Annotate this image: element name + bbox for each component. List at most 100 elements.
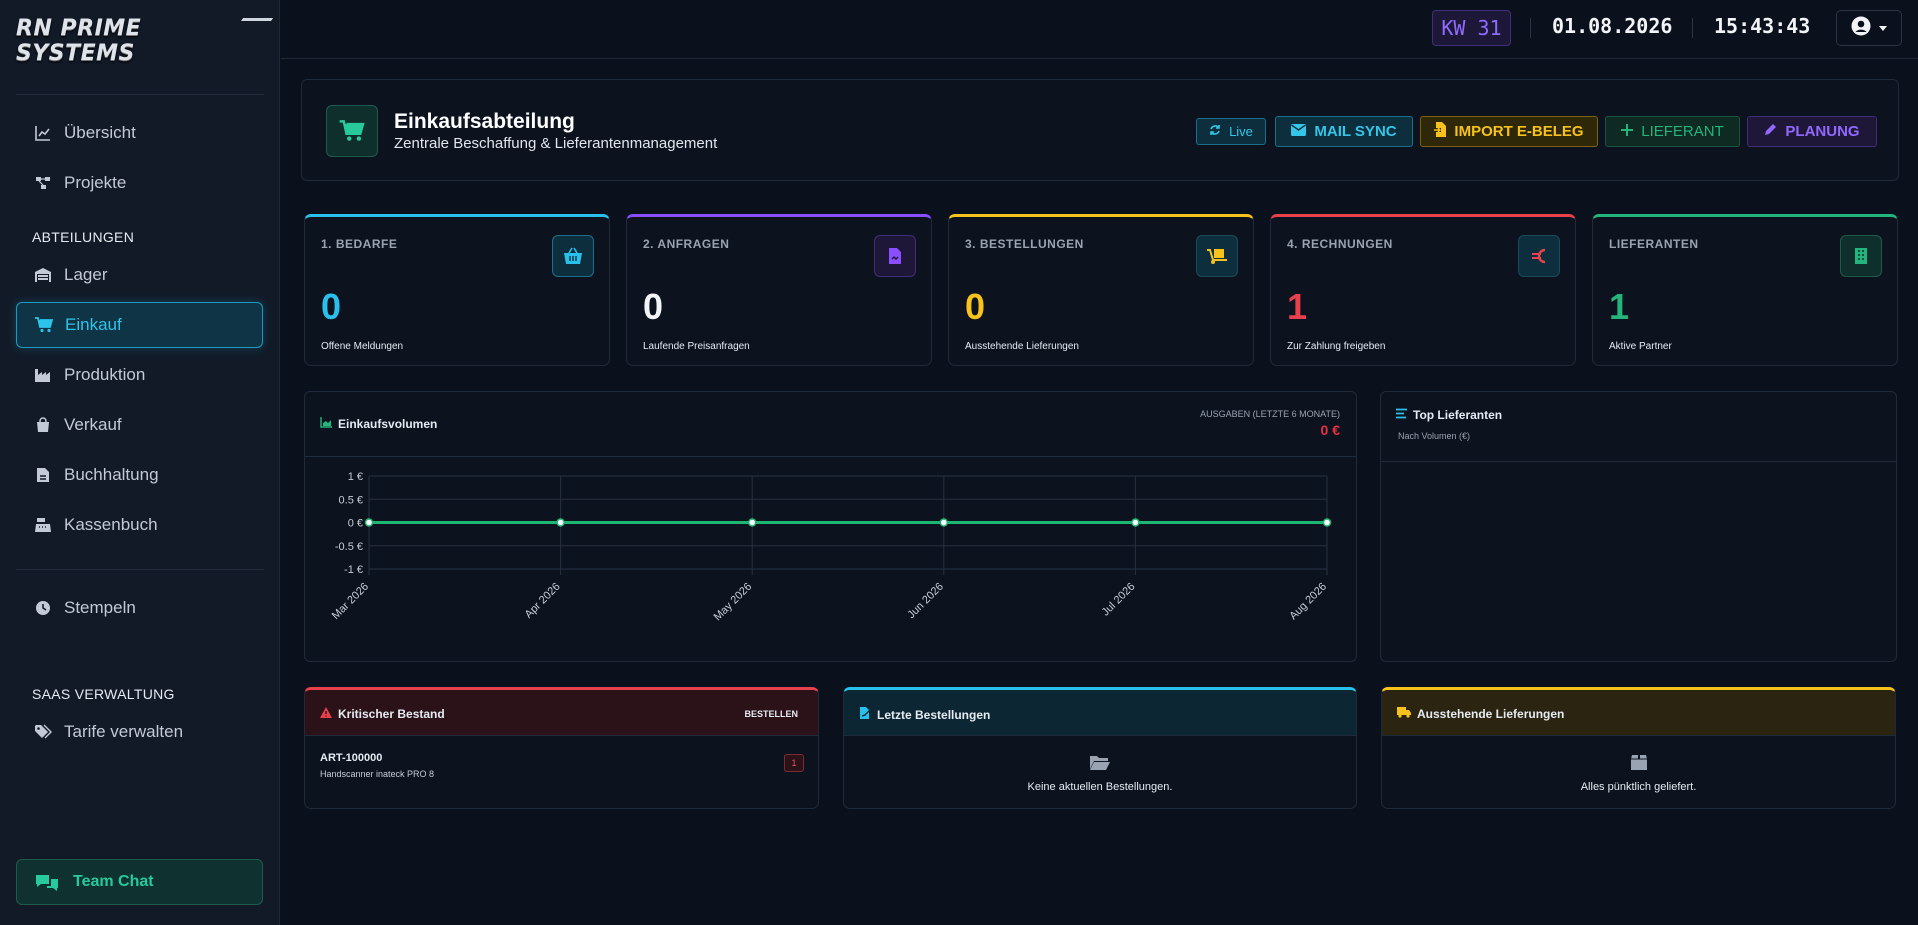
- einkaufsvolumen-chart-card: Einkaufsvolumen AUSGABEN (LETZTE 6 MONAT…: [304, 391, 1357, 662]
- stat-value: 0: [321, 286, 342, 327]
- y-tick-label: -0.5 €: [335, 541, 363, 553]
- ausstehend-empty-text: Alles pünktlich geliefert.: [1580, 781, 1697, 793]
- sidebar-item-uebersicht[interactable]: Übersicht: [16, 110, 263, 156]
- pencil-icon: [1764, 123, 1777, 140]
- file-contract-icon: [874, 235, 916, 277]
- date-display: 01.08.2026: [1552, 14, 1673, 38]
- dolly-icon: [1196, 235, 1238, 277]
- cash-register-icon: [34, 516, 52, 534]
- invoice-icon: [34, 466, 52, 484]
- y-tick-label: 1 €: [348, 471, 363, 483]
- sidebar: RN PRIME SYSTEMS Übersicht Projekte ABTE…: [0, 0, 280, 925]
- sidebar-item-projekte[interactable]: Projekte: [16, 160, 263, 206]
- planung-button[interactable]: PLANUNG: [1747, 116, 1877, 147]
- letzte-bestellungen-card: Letzte Bestellungen Keine aktuellen Best…: [843, 687, 1357, 809]
- top-bar: KW 31 01.08.2026 15:43:43: [281, 0, 1918, 59]
- x-tick-label: Apr 2026: [523, 581, 563, 621]
- tags-icon: [34, 723, 52, 741]
- sidebar-item-stempeln[interactable]: Stempeln: [16, 585, 263, 631]
- spend-label: AUSGABEN (LETZTE 6 MONATE): [1200, 409, 1340, 419]
- sidebar-item-einkauf[interactable]: Einkauf: [16, 302, 263, 348]
- box-icon: [1630, 754, 1648, 776]
- sidebar-item-kassenbuch[interactable]: Kassenbuch: [16, 502, 263, 548]
- brand-logo[interactable]: RN PRIME SYSTEMS: [16, 16, 274, 66]
- spend-value: 0 €: [1320, 422, 1340, 438]
- stat-label: 3. BESTELLUNGEN: [965, 237, 1084, 251]
- euro-icon: [1518, 235, 1560, 277]
- article-code: ART-100000: [320, 752, 383, 764]
- folder-open-icon: [1089, 754, 1111, 776]
- top-lieferanten-title: Top Lieferanten: [1396, 408, 1502, 422]
- article-name: Handscanner inateck PRO 8: [320, 769, 435, 779]
- live-toggle-button[interactable]: Live: [1196, 118, 1266, 145]
- import-ebeleg-button[interactable]: IMPORT E-BELEG: [1420, 116, 1598, 147]
- stat-label: LIEFERANTEN: [1609, 237, 1699, 251]
- stat-label: 4. RECHNUNGEN: [1287, 237, 1393, 251]
- sidebar-item-tarife[interactable]: Tarife verwalten: [16, 709, 263, 755]
- stat-label: 2. ANFRAGEN: [643, 237, 730, 251]
- mail-sync-label: MAIL SYNC: [1314, 123, 1397, 140]
- shopping-bag-icon: [34, 416, 52, 434]
- cart-icon: [35, 316, 53, 334]
- sidebar-item-label: Kassenbuch: [64, 515, 158, 534]
- mail-sync-button[interactable]: MAIL SYNC: [1275, 116, 1413, 147]
- team-chat-button[interactable]: Team Chat: [16, 859, 263, 905]
- list-icon: [1396, 408, 1407, 422]
- stat-card-rechnungen[interactable]: 4. RECHNUNGEN 1 Zur Zahlung freigeben: [1270, 214, 1576, 366]
- section-abteilungen: ABTEILUNGEN: [32, 229, 135, 245]
- stat-card-anfragen[interactable]: 2. ANFRAGEN 0 Laufende Preisanfragen: [626, 214, 932, 366]
- week-badge: KW 31: [1432, 10, 1511, 46]
- chevron-down-icon: [1879, 19, 1887, 37]
- live-label: Live: [1229, 124, 1253, 139]
- page-title: Einkaufsabteilung: [394, 110, 575, 133]
- add-lieferant-button[interactable]: LIEFERANT: [1605, 116, 1740, 147]
- kritisch-title-text: Kritischer Bestand: [338, 707, 445, 721]
- sidebar-item-label: Übersicht: [64, 123, 136, 142]
- top-lieferanten-subtitle: Nach Volumen (€): [1398, 431, 1471, 441]
- sidebar-item-label: Einkauf: [65, 315, 122, 334]
- sidebar-item-label: Verkauf: [64, 415, 122, 434]
- page-subtitle: Zentrale Beschaffung & Lieferantenmanage…: [394, 135, 718, 152]
- stat-card-lieferanten[interactable]: LIEFERANTEN 1 Aktive Partner: [1592, 214, 1898, 366]
- letzte-title-text: Letzte Bestellungen: [877, 707, 991, 722]
- einkaufsvolumen-chart: 1 € 0.5 € 0 € -0.5 € -1 € Mar 2026 Apr 2026 May…: [330, 471, 1332, 624]
- chart-area-icon: [320, 417, 332, 431]
- x-tick-label: Aug 2026: [1287, 581, 1329, 623]
- data-point: [1131, 518, 1140, 527]
- plus-icon: [1621, 123, 1634, 140]
- warning-icon: [320, 707, 332, 721]
- stat-value: 0: [965, 286, 986, 327]
- sidebar-item-produktion[interactable]: Produktion: [16, 352, 263, 398]
- stat-card-bedarfe[interactable]: 1. BEDARFE 0 Offene Meldungen: [304, 214, 610, 366]
- kritischer-bestand-card: Kritischer Bestand BESTELLEN ART-100000 …: [304, 687, 819, 809]
- x-tick-label: May 2026: [712, 581, 755, 624]
- stock-qty-badge: 1: [784, 754, 804, 772]
- top-lieferanten-title-text: Top Lieferanten: [1413, 408, 1503, 422]
- sidebar-item-label: Projekte: [64, 173, 127, 192]
- stat-desc: Ausstehende Lieferungen: [965, 341, 1079, 352]
- chart-title: Einkaufsvolumen: [320, 417, 437, 431]
- sidebar-item-lager[interactable]: Lager: [16, 252, 263, 298]
- user-menu-button[interactable]: [1836, 10, 1902, 46]
- data-point: [747, 518, 757, 527]
- sidebar-item-verkauf[interactable]: Verkauf: [16, 402, 263, 448]
- data-point: [556, 518, 565, 527]
- user-circle-icon: [1851, 16, 1871, 41]
- ausstehend-title: Ausstehende Lieferungen: [1397, 707, 1564, 721]
- team-chat-label: Team Chat: [73, 873, 154, 890]
- y-tick-label: 0 €: [348, 518, 363, 530]
- chat-icon: [35, 873, 59, 891]
- sidebar-item-buchhaltung[interactable]: Buchhaltung: [16, 452, 263, 498]
- stat-label: 1. BEDARFE: [321, 237, 398, 251]
- file-signature-icon: [859, 707, 871, 722]
- sidebar-item-label: Lager: [64, 265, 108, 284]
- stat-desc: Offene Meldungen: [321, 341, 404, 352]
- ausstehend-title-text: Ausstehende Lieferungen: [1417, 707, 1565, 721]
- truck-icon: [1397, 707, 1411, 721]
- stat-card-bestellungen[interactable]: 3. BESTELLUNGEN 0 Ausstehende Lieferunge…: [948, 214, 1254, 366]
- clock-icon: [34, 599, 52, 617]
- sidebar-item-label: Buchhaltung: [64, 465, 159, 484]
- bestellen-link[interactable]: BESTELLEN: [744, 709, 798, 719]
- basket-icon: [552, 235, 594, 277]
- stat-desc: Aktive Partner: [1609, 341, 1672, 352]
